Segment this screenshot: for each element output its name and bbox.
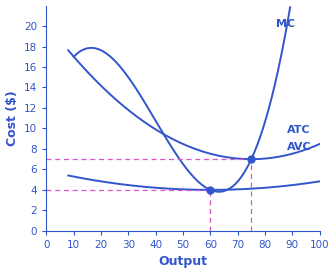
X-axis label: Output: Output	[158, 255, 207, 269]
Text: MC: MC	[276, 19, 295, 29]
Text: ATC: ATC	[287, 125, 311, 136]
Y-axis label: Cost ($): Cost ($)	[6, 90, 18, 146]
Text: AVC: AVC	[287, 142, 312, 152]
